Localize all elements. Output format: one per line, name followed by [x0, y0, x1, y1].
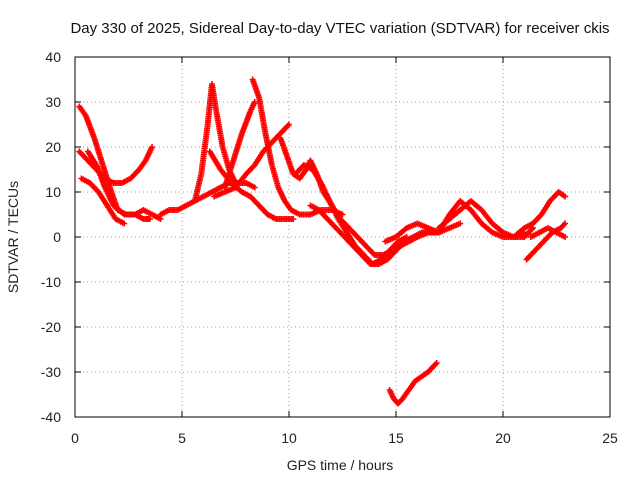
series-sat-j [249, 76, 346, 218]
chart-title: Day 330 of 2025, Sidereal Day-to-day VTE… [70, 20, 609, 37]
series-sat-i [221, 99, 258, 191]
x-tick-label: 0 [71, 430, 79, 446]
x-tick-label: 20 [495, 430, 511, 446]
data-points [76, 76, 569, 407]
series-sat-e [157, 180, 258, 218]
series-sat-q [523, 220, 569, 263]
data-point [290, 216, 297, 222]
data-point [560, 221, 567, 228]
data-point [146, 216, 153, 222]
y-tick-label: 20 [45, 139, 61, 155]
data-point [562, 220, 569, 227]
series-sat-k [277, 135, 442, 258]
y-tick-label: 40 [45, 49, 61, 65]
y-axis-title: SDTVAR / TECUs [5, 181, 21, 293]
y-tick-label: 10 [45, 184, 61, 200]
data-point [121, 220, 128, 227]
x-tick-label: 15 [388, 430, 404, 446]
data-point [403, 234, 410, 240]
x-tick-label: 5 [178, 430, 186, 446]
series-sat-r [527, 225, 569, 240]
data-point [562, 234, 569, 240]
data-point [433, 360, 440, 366]
y-tick-label: 0 [53, 229, 61, 245]
data-point [562, 193, 569, 200]
series-sat-c [78, 175, 128, 227]
data-point [251, 184, 258, 191]
y-tick-label: -10 [41, 274, 61, 290]
y-tick-label: -30 [41, 364, 61, 380]
data-point [339, 211, 346, 218]
y-tick-label: 30 [45, 94, 61, 110]
series-sat-f [191, 81, 239, 204]
series-sat-p [510, 189, 569, 240]
data-point [457, 220, 464, 227]
x-tick-label: 25 [602, 430, 618, 446]
series-sat-m [292, 162, 410, 267]
series-sat-d [84, 148, 164, 222]
x-axis-title: GPS time / hours [287, 457, 394, 473]
data-point [286, 121, 292, 128]
y-tick-label: -20 [41, 319, 61, 335]
axis-ticks: 0 5 10 15 20 25 -40 -30 -20 -10 0 10 20 30 40 [41, 49, 618, 446]
data-point [149, 144, 156, 150]
series-sat-s [386, 360, 440, 407]
series-sat-h [211, 121, 292, 200]
x-tick-label: 10 [281, 430, 297, 446]
y-tick-label: -40 [41, 409, 61, 425]
